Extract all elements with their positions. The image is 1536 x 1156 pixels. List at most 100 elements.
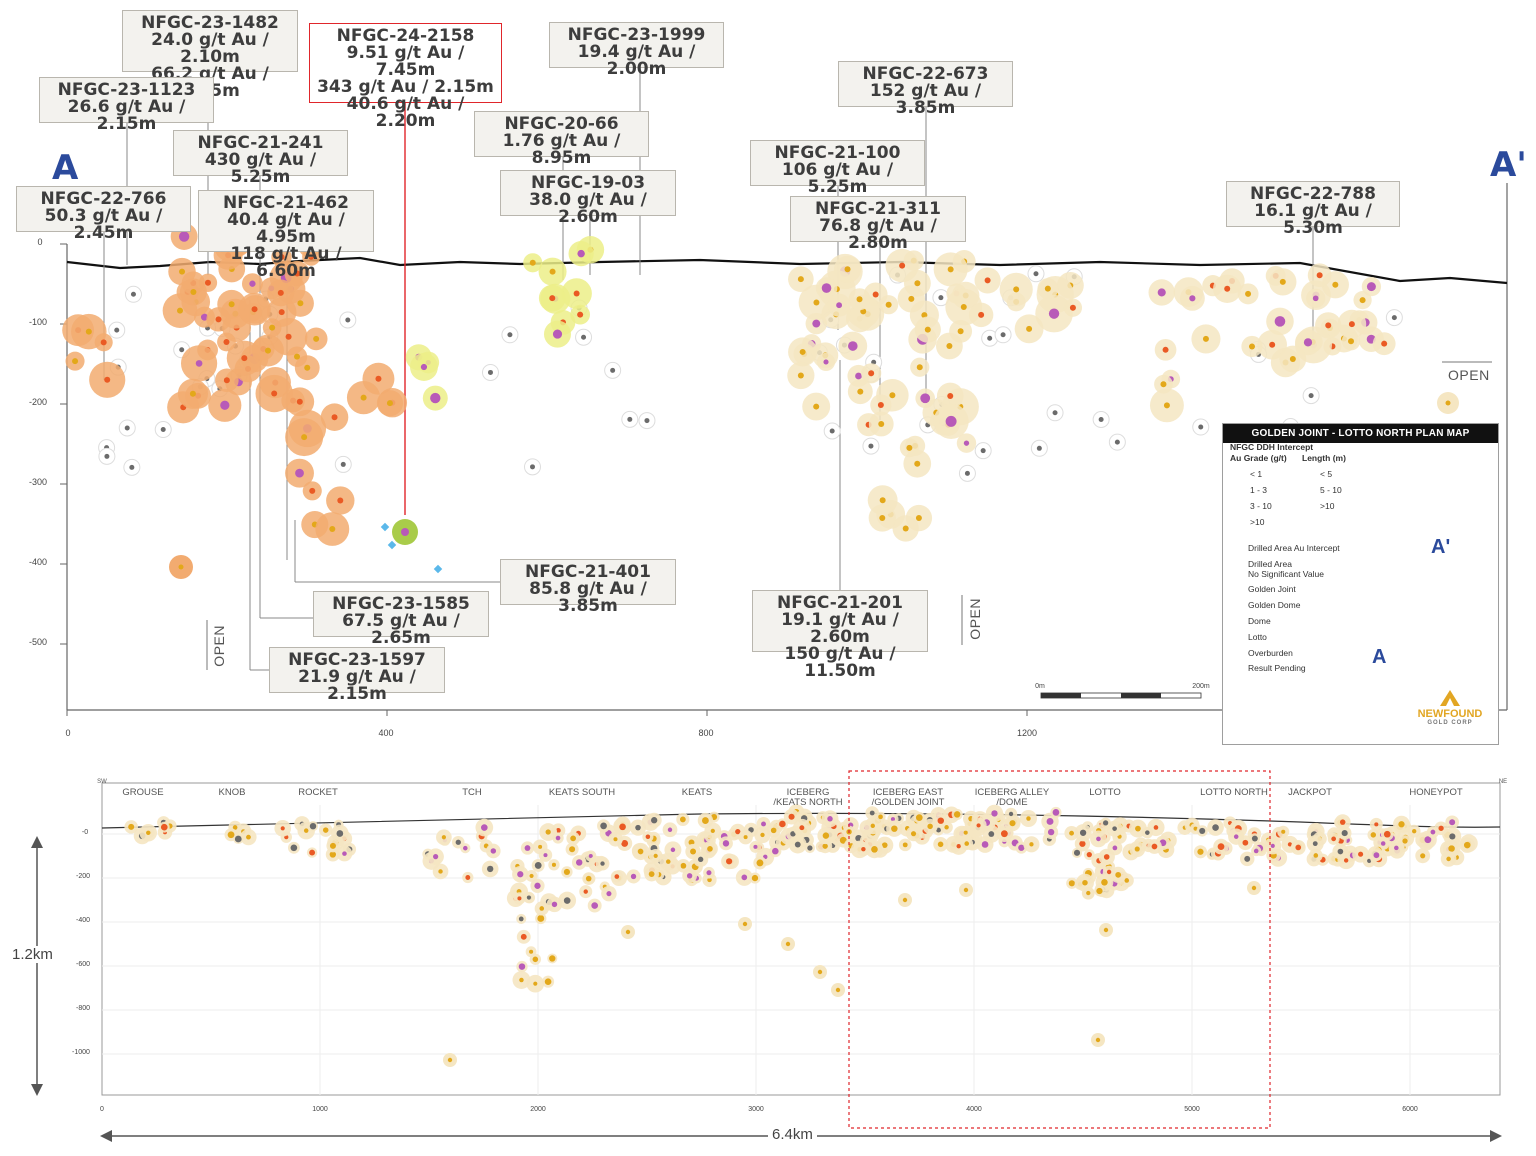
bottom-intercept-core — [1412, 829, 1417, 834]
bottom-intercept-core — [585, 875, 592, 882]
bottom-intercept-core — [988, 831, 995, 837]
scale-bar-segment — [1041, 693, 1081, 698]
bottom-intercept-core — [1082, 879, 1088, 886]
intercept-core — [1249, 343, 1256, 350]
bottom-x-tick: 1000 — [312, 1106, 328, 1113]
bottom-intercept-core — [1009, 820, 1016, 827]
bottom-intercept-core — [707, 846, 713, 852]
bottom-intercept-core — [772, 847, 779, 855]
intercept-core — [241, 355, 248, 362]
intercept-core — [1162, 346, 1169, 353]
bottom-intercept-core — [1112, 826, 1117, 831]
intercept-core — [924, 326, 931, 333]
intercept-core — [375, 375, 382, 382]
section-marker-a: A — [52, 148, 79, 188]
bottom-intercept-core — [441, 835, 446, 840]
no-value-core — [507, 332, 513, 338]
intercept-core — [1325, 322, 1332, 329]
intercept-core — [1366, 282, 1376, 292]
no-value-core — [1198, 424, 1204, 430]
bottom-intercept-core — [534, 862, 542, 869]
intercept-core — [877, 402, 884, 409]
bottom-intercept-core — [1343, 858, 1349, 863]
bottom-intercept-core — [1101, 879, 1108, 886]
intercept-core — [178, 231, 190, 242]
bottom-intercept-core — [583, 889, 588, 894]
bottom-intercept-core — [1402, 838, 1408, 844]
bottom-intercept-core — [1242, 839, 1249, 846]
bottom-x-tick: 6000 — [1402, 1106, 1418, 1113]
bottom-intercept-core — [1331, 836, 1337, 842]
bottom-intercept-core — [697, 856, 704, 863]
legend-length-label: >10 — [1320, 501, 1335, 511]
scale-bar-start: 0m — [1035, 683, 1045, 690]
intercept-core — [189, 390, 196, 397]
legend-length-heading: Length (m) — [1302, 453, 1346, 463]
intercept-core — [430, 392, 441, 404]
zone-label: LOTTO NORTH — [1200, 787, 1268, 798]
no-value-core — [627, 416, 633, 422]
callout-nfgc-21-311: NFGC-21-311 76.8 g/t Au / 2.80m — [790, 196, 966, 252]
intercept-core — [72, 358, 79, 365]
bottom-intercept-core — [1358, 851, 1364, 857]
intercept-core — [879, 514, 886, 521]
no-value-core — [829, 428, 835, 434]
intercept-core — [223, 338, 230, 345]
golden-dome-core — [401, 528, 409, 536]
bottom-intercept-core — [246, 834, 251, 840]
bottom-intercept-core — [756, 859, 764, 867]
bottom-intercept-core — [555, 835, 561, 841]
bottom-intercept-core — [128, 823, 135, 830]
plan-map-label-a: A — [1372, 646, 1387, 668]
zone-label: KEATS SOUTH — [548, 787, 616, 798]
no-value-core — [1036, 445, 1042, 451]
x-tick: 1200 — [1016, 728, 1038, 738]
bottom-y-tick: -1000 — [72, 1049, 90, 1056]
plan-map-label-a-prime: A' — [1431, 536, 1451, 558]
bottom-intercept-core — [927, 823, 933, 830]
logo-mark-icon — [1440, 690, 1460, 706]
bottom-intercept-core — [1026, 816, 1031, 821]
bottom-x-tick: 4000 — [966, 1106, 982, 1113]
intercept-core — [916, 364, 923, 371]
intercept-core — [1269, 341, 1276, 348]
bottom-intercept-core — [1073, 849, 1081, 856]
intercept-core — [1044, 285, 1051, 292]
intercept-core — [1163, 402, 1170, 409]
bottom-intercept-core — [1374, 822, 1379, 827]
bottom-intercept-core — [1446, 856, 1451, 862]
bottom-intercept-core — [1341, 830, 1348, 837]
result-pending-marker — [433, 564, 443, 574]
zone-label: ROCKET — [298, 787, 338, 798]
bottom-intercept-core — [232, 825, 238, 830]
no-value-core — [114, 327, 120, 333]
zone-label: HONEYPOT — [1409, 787, 1463, 798]
intercept-core — [1348, 338, 1355, 345]
no-value-core — [980, 448, 986, 454]
intercept-core — [963, 440, 970, 446]
bottom-intercept-core — [1430, 829, 1436, 835]
bottom-intercept-core — [1394, 845, 1399, 851]
bottom-intercept-core — [956, 843, 961, 849]
intercept-core — [1316, 272, 1323, 279]
legend-cat-label: Dome — [1248, 616, 1271, 626]
legend-intercept-heading: NFGC DDH Intercept — [1230, 442, 1314, 452]
bottom-intercept-core — [1295, 844, 1302, 851]
intercept-core — [1332, 281, 1339, 288]
bottom-intercept-core — [1047, 828, 1055, 836]
bottom-intercept-core — [1079, 829, 1087, 836]
bottom-intercept-core — [1398, 821, 1405, 828]
bottom-intercept-core — [538, 844, 543, 849]
bottom-intercept-core — [1448, 845, 1455, 852]
intercept-core — [195, 360, 203, 367]
legend-cat-label: Drilled Area Au Intercept — [1248, 543, 1340, 553]
y-tick: -300 — [28, 477, 47, 487]
intercept-core — [1160, 381, 1167, 388]
intercept-core — [249, 280, 256, 287]
intercept-core — [889, 392, 896, 399]
legend-grade-label: < 1 — [1250, 469, 1263, 479]
bottom-intercept-core — [902, 897, 908, 903]
intercept-core — [179, 268, 186, 275]
bottom-intercept-core — [686, 873, 693, 879]
bottom-intercept-core — [575, 859, 583, 866]
